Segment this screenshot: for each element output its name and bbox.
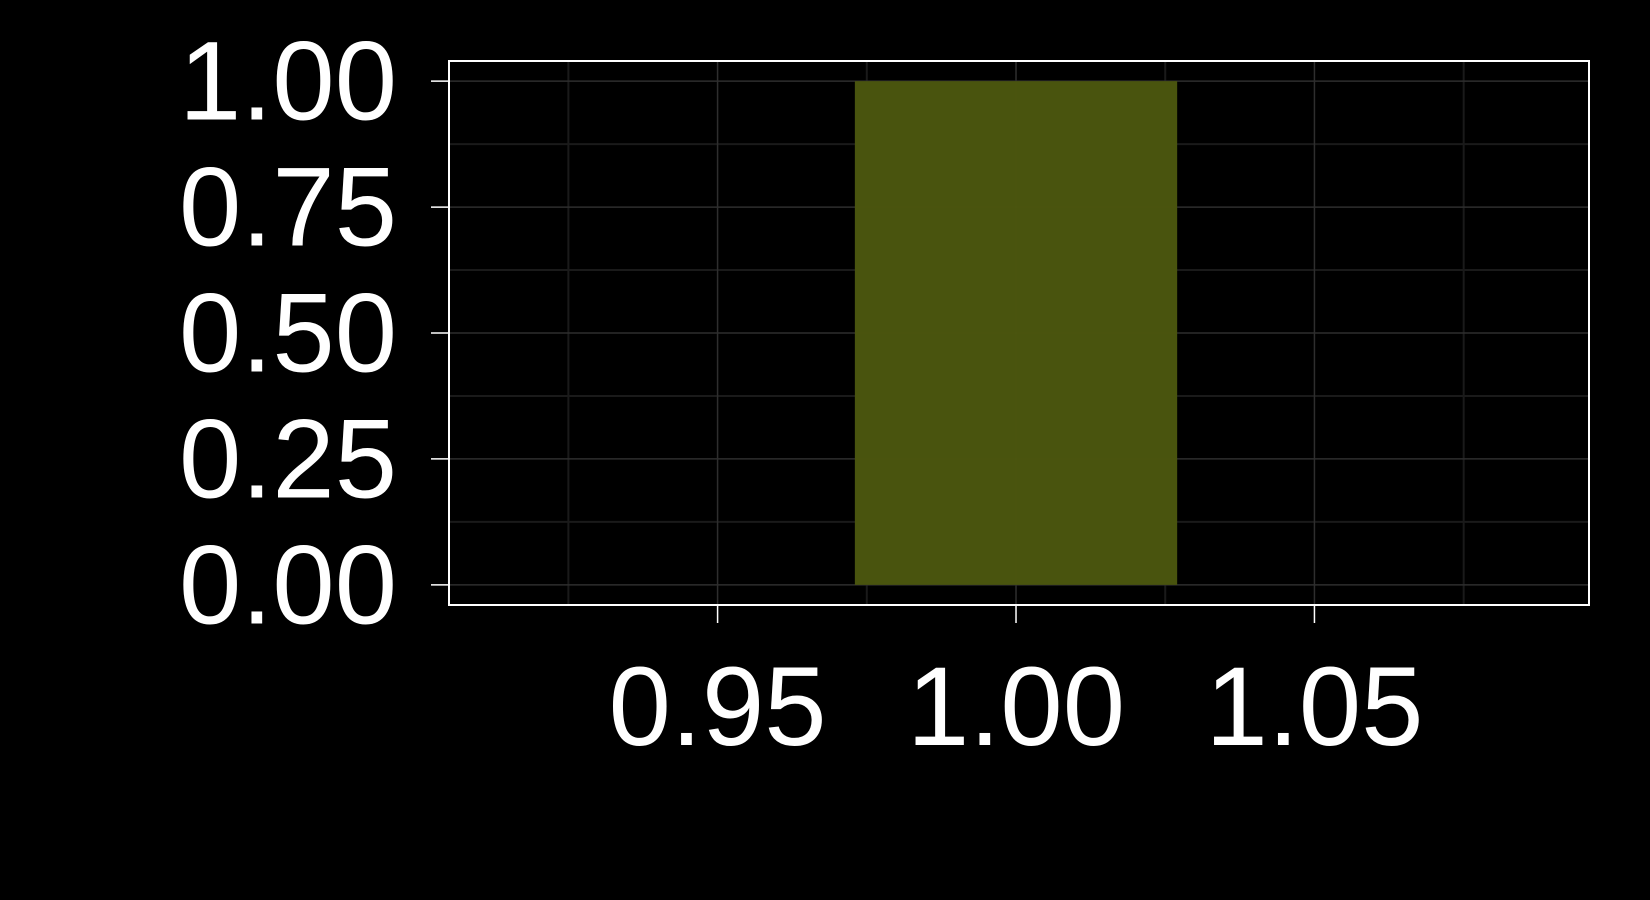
y-tick-label: 0.75 [179,145,397,270]
y-axis-tick-labels: 0.000.250.500.751.00 [179,19,397,648]
bars-layer [854,81,1178,585]
x-tick-label: 0.95 [609,644,827,769]
y-tick-label: 0.25 [179,396,397,521]
y-tick-label: 0.50 [179,271,397,396]
y-tick-label: 1.00 [179,19,397,144]
y-axis-ticks [431,80,449,586]
x-tick-label: 1.00 [907,644,1125,769]
x-axis-ticks [716,605,1316,623]
y-tick-label: 0.00 [179,522,397,647]
x-axis-tick-labels: 0.95 1.00 1.05 [609,644,1424,769]
bar [854,81,1178,585]
x-tick-label: 1.05 [1205,644,1423,769]
